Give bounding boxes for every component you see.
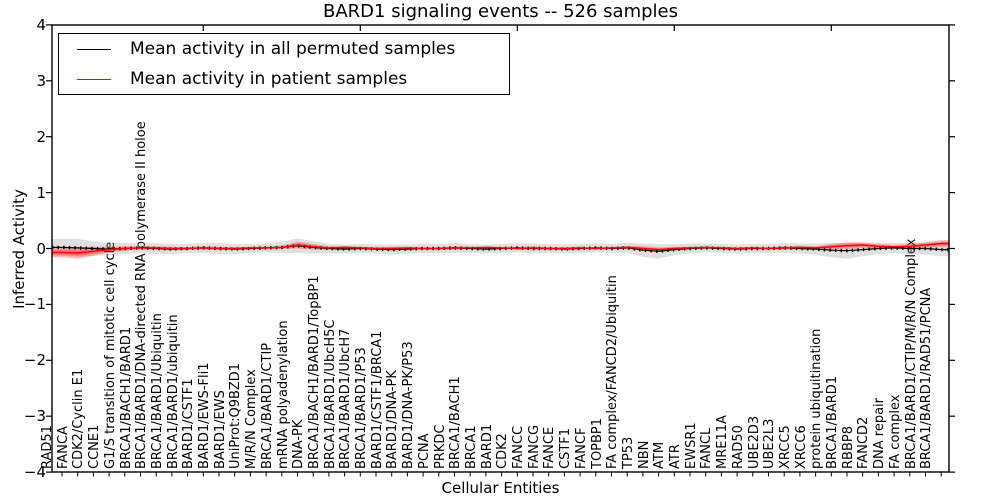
y-tick-label: −4 xyxy=(23,463,46,482)
x-tick-label: mRNA polyadenylation xyxy=(275,320,291,469)
permuted-confidence-band xyxy=(52,238,949,259)
x-tick-label: XRCC5 xyxy=(777,425,793,469)
x-axis-label: Cellular Entities xyxy=(441,479,560,497)
x-tick-label: PRKDC xyxy=(432,424,448,469)
x-tick-label: BRCA1/BACH1 xyxy=(448,376,464,469)
permuted-line-swatch xyxy=(77,48,111,50)
legend-entry-patient: Mean activity in patient samples xyxy=(59,65,509,93)
patient-confidence-band xyxy=(52,240,949,259)
x-tick-label: BRCA1 xyxy=(463,425,479,469)
x-tick-label: BRCA1/BARD1/P53 xyxy=(354,347,369,469)
y-tick-label: −2 xyxy=(23,351,46,370)
x-tick-label: BARD1/CSTF1 xyxy=(181,378,197,469)
x-tick-label: DNA repair xyxy=(872,398,888,469)
x-tick-label: FANCF xyxy=(573,427,589,469)
x-tick-label: UBE2D3 xyxy=(746,415,762,469)
y-tick-label: −1 xyxy=(23,295,46,314)
x-tick-label: G1/S transition of mitotic cell cycle xyxy=(102,241,118,469)
y-tick-label: 4 xyxy=(36,15,46,34)
legend-label-permuted: Mean activity in all permuted samples xyxy=(130,39,456,59)
x-tick-label: FANCD2 xyxy=(856,416,872,469)
x-tick-label: TP53 xyxy=(620,436,636,469)
x-tick-label: BRCA1/BARD1/CTIP xyxy=(259,342,275,469)
x-tick-label: MRE11A xyxy=(715,415,731,469)
x-tick-label: BARD1/DNA-PK xyxy=(385,370,401,469)
x-tick-label: FANCA xyxy=(55,426,71,469)
x-tick-label: FANCL xyxy=(699,427,715,469)
x-tick-label: BRCA1/BARD1/DNA-directed RNA polymerase … xyxy=(134,121,150,469)
y-tick-label: 3 xyxy=(36,71,46,90)
x-tick-label: protein ubiquitination xyxy=(809,328,825,469)
x-tick-label: BARD1/EWS xyxy=(212,390,228,469)
permuted-mean-line xyxy=(52,245,949,252)
x-tick-label: BRCA1/BARD1/UbcH5C xyxy=(322,319,338,469)
x-tick-label: CDK2 xyxy=(495,433,511,469)
x-tick-label: BRCA1/BARD1/ubiquitin xyxy=(165,314,181,469)
x-tick-label: CDK2/Cyclin E1 xyxy=(71,368,87,469)
x-tick-label: BRCA1/BACH1/BARD1 xyxy=(118,326,134,469)
x-tick-label: CSTF1 xyxy=(558,427,574,469)
x-tick-label: RAD51 xyxy=(40,425,55,469)
x-tick-label: CCNE1 xyxy=(87,424,103,469)
x-tick-label: M/R/N Complex xyxy=(244,369,260,469)
patient-line-swatch xyxy=(77,78,111,80)
x-tick-label: FA complex xyxy=(887,394,903,469)
x-tick-label: RBBP8 xyxy=(840,426,856,469)
x-tick-label: ATM xyxy=(652,441,668,469)
x-tick-label: UniProt:Q9BZD1 xyxy=(228,362,244,469)
x-tick-label: FANCG xyxy=(526,424,542,469)
x-tick-label: BRCA1/BARD1/CTIP/M/R/N Complex xyxy=(903,238,919,469)
y-tick-label: −3 xyxy=(23,407,46,426)
x-tick-label: FANCE xyxy=(542,426,558,469)
chart-title: BARD1 signaling events -- 526 samples xyxy=(323,1,678,22)
x-tick-label: BARD1/CSTF1/BRCA1 xyxy=(369,330,385,469)
legend-label-patient: Mean activity in patient samples xyxy=(130,69,408,89)
legend-entry-permuted: Mean activity in all permuted samples xyxy=(59,35,509,63)
x-tick-label: FA complex/FANCD2/Ubiquitin xyxy=(605,275,621,469)
x-tick-label: NBN xyxy=(636,440,652,469)
x-tick-label: TOPBP1 xyxy=(589,417,605,469)
x-tick-label: RAD50 xyxy=(730,425,746,469)
y-tick-label: 0 xyxy=(36,239,46,258)
x-tick-label: XRCC6 xyxy=(793,425,809,469)
x-tick-label: PCNA xyxy=(416,433,432,469)
x-tick-label: BARD1/EWS-Fli1 xyxy=(197,362,212,470)
x-tick-label: BRCA1/BARD1/Ubiquitin xyxy=(149,313,165,469)
x-tick-label: BARD1/DNA-PK/P53 xyxy=(401,341,417,469)
patient-confidence-band-inner xyxy=(52,241,949,256)
x-tick-label: DNA-PK xyxy=(291,419,307,469)
y-tick-label: 1 xyxy=(36,183,46,202)
x-tick-label: BRCA1/BARD1/RAD51/PCNA xyxy=(919,287,935,469)
x-tick-label: BRCA1/BARD1/UbcH7 xyxy=(338,328,354,469)
x-tick-label: BARD1 xyxy=(479,423,495,469)
x-tick-label: UBE2L3 xyxy=(762,418,778,469)
x-tick-label: BRCA1/BACH1/BARD1/TopBP1 xyxy=(306,275,322,469)
x-tick-label: FANCC xyxy=(511,425,526,469)
y-tick-label: 2 xyxy=(36,127,46,146)
x-tick-label: BRCA1/BARD1 xyxy=(825,375,840,469)
permuted-mean-line-dashes xyxy=(52,243,949,254)
legend: Mean activity in all permuted samples Me… xyxy=(58,33,510,95)
x-tick-label: EWSR1 xyxy=(683,422,699,469)
patient-mean-line xyxy=(52,242,949,254)
x-tick-label: ATR xyxy=(668,444,683,469)
